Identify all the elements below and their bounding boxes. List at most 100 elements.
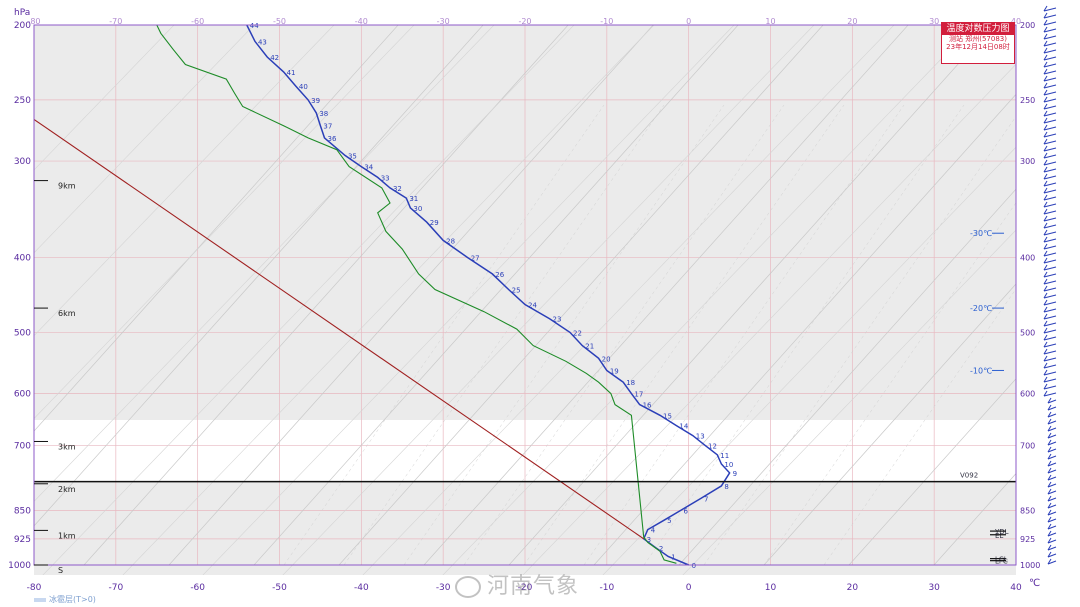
temperature-point-label: 38 (319, 110, 328, 118)
wind-barb (1043, 280, 1057, 285)
wind-barb (1043, 385, 1057, 390)
wind-barb-flag (1047, 425, 1052, 432)
plot-frame (33, 24, 1017, 566)
level-label: EL (995, 532, 1003, 540)
wind-barb-flag (1043, 40, 1048, 47)
x-tick-label: -80 (27, 583, 42, 593)
wind-barb (1043, 63, 1057, 68)
wind-barb (1047, 539, 1057, 544)
wind-barb-flag (1043, 110, 1048, 117)
x-tick-label-top: -10 (600, 17, 613, 26)
wind-barb (1043, 175, 1057, 180)
wind-barb (1043, 196, 1057, 201)
grid-lines (34, 25, 1016, 566)
wind-barb (1047, 497, 1057, 502)
y-tick-label: 500 (14, 328, 31, 338)
wind-barb (1043, 70, 1057, 75)
dry-adiabat-line (602, 146, 1016, 575)
wind-barbs (1043, 5, 1057, 565)
parcel-line (34, 118, 645, 540)
wind-barb-flag (1043, 369, 1048, 376)
wind-barb (1043, 231, 1057, 236)
wind-barb (1047, 504, 1057, 509)
x-tick-label: -10 (599, 583, 614, 593)
temperature-point-label: 41 (287, 69, 296, 77)
wind-barb (1047, 448, 1057, 453)
wind-barb (1043, 119, 1057, 124)
level-label: LCL (995, 556, 1008, 564)
wind-barb-flag (1043, 348, 1048, 355)
wind-barb (1043, 287, 1057, 292)
wind-barb (1043, 294, 1057, 299)
wind-barb (1047, 413, 1057, 418)
wind-barb-flag (1043, 19, 1048, 26)
wind-barb (1047, 420, 1057, 425)
wind-barb-flag (1043, 75, 1048, 82)
height-label: 2km (58, 485, 76, 494)
wind-barb (1043, 133, 1057, 138)
temperature-line (246, 25, 731, 566)
wind-barb (1047, 441, 1057, 446)
wind-barb-flag (1043, 271, 1048, 278)
wind-barb-flag (1047, 404, 1052, 411)
x-tick-label-top: -20 (518, 17, 531, 26)
wind-barb-flag (1047, 495, 1052, 502)
temperature-point-label: 43 (258, 38, 267, 46)
isotherm-line (34, 25, 399, 432)
height-label: 3km (58, 442, 76, 451)
x-tick-label: 10 (765, 583, 777, 593)
y-tick-label-right: 700 (1020, 441, 1035, 450)
temperature-point-label: 40 (299, 83, 308, 91)
wind-barb-flag (1043, 173, 1048, 180)
wind-barb (1043, 168, 1057, 173)
wind-barb (1043, 245, 1057, 250)
wind-barb-flag (1043, 320, 1048, 327)
wind-barb-flag (1043, 138, 1048, 145)
x-tick-label-top: -80 (27, 17, 40, 26)
x-tick-label-top: 10 (765, 17, 775, 26)
isotherm-label: -20℃ (970, 304, 992, 313)
isotherm-label: -30℃ (970, 229, 992, 238)
wind-barb (1047, 399, 1057, 404)
y-tick-label: 200 (14, 21, 31, 31)
wind-barb (1043, 105, 1057, 110)
wind-barb-flag (1043, 264, 1048, 271)
height-label: 6km (58, 309, 76, 318)
temperature-point-label: 33 (381, 174, 390, 182)
x-tick-label-top: -30 (437, 17, 450, 26)
wind-barb-flag (1043, 229, 1048, 236)
wind-barb (1043, 266, 1057, 271)
wind-barb-flag (1047, 453, 1052, 460)
wind-barb (1043, 252, 1057, 257)
wind-barb (1047, 462, 1057, 467)
temperature-point-label: 3 (647, 536, 651, 544)
wind-barb-flag (1043, 236, 1048, 243)
wind-barb-flag (1043, 152, 1048, 159)
wind-barb (1043, 126, 1057, 131)
wind-barb (1043, 210, 1057, 215)
temperature-point-label: 11 (720, 452, 729, 460)
x-axis-unit: ℃ (1029, 578, 1041, 589)
isotherm-line (83, 25, 569, 566)
y-tick-label-right: 1000 (1020, 561, 1040, 570)
wind-barb-flag (1043, 117, 1048, 124)
temperature-point-label: 21 (585, 343, 594, 351)
wind-barb-flag (1047, 418, 1052, 425)
temperature-point-label: 12 (708, 442, 717, 450)
wind-barb-flag (1047, 432, 1052, 439)
wind-barb-flag (1043, 68, 1048, 75)
wind-barb (1047, 427, 1057, 432)
wind-barb-flag (1043, 166, 1048, 173)
temperature-point-label: 32 (393, 185, 402, 193)
y-tick-label: 850 (14, 506, 31, 516)
wind-barb-flag (1043, 243, 1048, 250)
wind-barb-flag (1043, 187, 1048, 194)
watermark: 河南气象 (455, 568, 579, 600)
dry-adiabat-line (34, 25, 175, 171)
wind-barb (1043, 392, 1057, 397)
wind-barb-flag (1043, 96, 1048, 103)
wind-barb (1043, 322, 1057, 327)
weibo-icon (455, 576, 481, 598)
